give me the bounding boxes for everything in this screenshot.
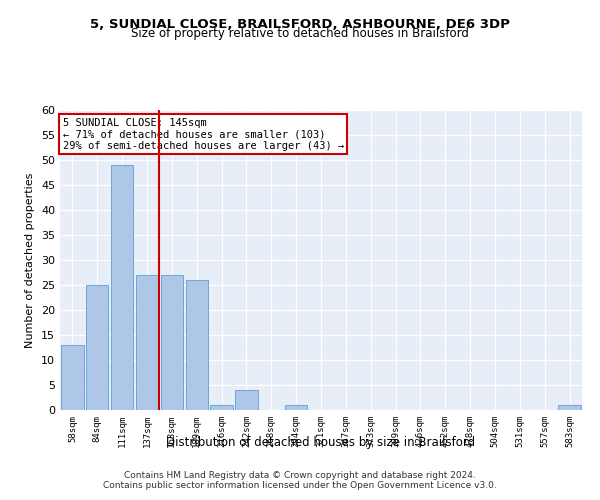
Bar bbox=[185, 280, 208, 410]
Bar bbox=[136, 275, 158, 410]
Bar bbox=[86, 285, 109, 410]
Text: 5 SUNDIAL CLOSE: 145sqm
← 71% of detached houses are smaller (103)
29% of semi-d: 5 SUNDIAL CLOSE: 145sqm ← 71% of detache… bbox=[62, 118, 344, 150]
Bar bbox=[61, 345, 83, 410]
Bar bbox=[161, 275, 183, 410]
Bar bbox=[111, 165, 133, 410]
Bar bbox=[211, 405, 233, 410]
Bar bbox=[285, 405, 307, 410]
Text: Distribution of detached houses by size in Brailsford: Distribution of detached houses by size … bbox=[166, 436, 476, 449]
Y-axis label: Number of detached properties: Number of detached properties bbox=[25, 172, 35, 348]
Text: Contains HM Land Registry data © Crown copyright and database right 2024.: Contains HM Land Registry data © Crown c… bbox=[124, 472, 476, 480]
Text: Size of property relative to detached houses in Brailsford: Size of property relative to detached ho… bbox=[131, 28, 469, 40]
Bar bbox=[235, 390, 257, 410]
Text: Contains public sector information licensed under the Open Government Licence v3: Contains public sector information licen… bbox=[103, 482, 497, 490]
Text: 5, SUNDIAL CLOSE, BRAILSFORD, ASHBOURNE, DE6 3DP: 5, SUNDIAL CLOSE, BRAILSFORD, ASHBOURNE,… bbox=[90, 18, 510, 30]
Bar bbox=[559, 405, 581, 410]
